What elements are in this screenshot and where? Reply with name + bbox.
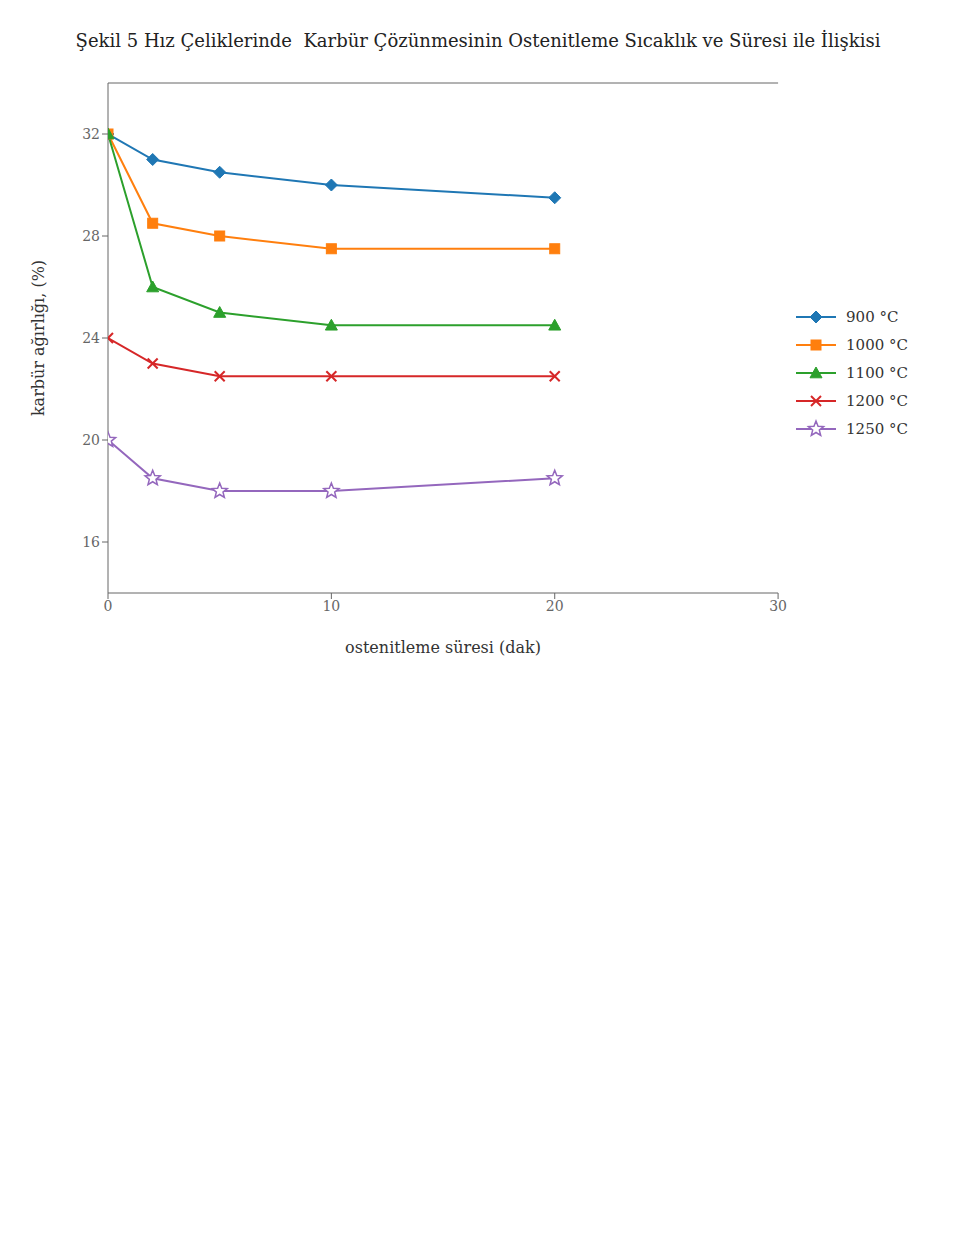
html-text:1250 °C: 1250 °C	[846, 420, 908, 439]
svg-text:0: 0	[104, 598, 113, 614]
svg-text:10: 10	[322, 598, 340, 614]
svg-text:16: 16	[82, 534, 100, 550]
svg-text:karbür ağırlığı, (%): karbür ağırlığı, (%)	[29, 260, 48, 416]
svg-text:32: 32	[82, 126, 100, 142]
html-text:900 °C: 900 °C	[846, 308, 899, 327]
html-text:1200 °C: 1200 °C	[846, 392, 908, 411]
svg-text:ostenitleme süresi (dak): ostenitleme süresi (dak)	[345, 638, 541, 657]
svg-text:24: 24	[82, 330, 100, 346]
svg-text:28: 28	[82, 228, 100, 244]
svg-text:30: 30	[769, 598, 787, 614]
html-text:1000 °C: 1000 °C	[846, 336, 908, 355]
html-text:Şekil 5 Hız Çeliklerinde Karbü: Şekil 5 Hız Çeliklerinde Karbür Çözünmes…	[75, 30, 881, 51]
html-text:1100 °C: 1100 °C	[846, 364, 908, 383]
svg-text:20: 20	[82, 432, 100, 448]
svg-text:20: 20	[546, 598, 564, 614]
